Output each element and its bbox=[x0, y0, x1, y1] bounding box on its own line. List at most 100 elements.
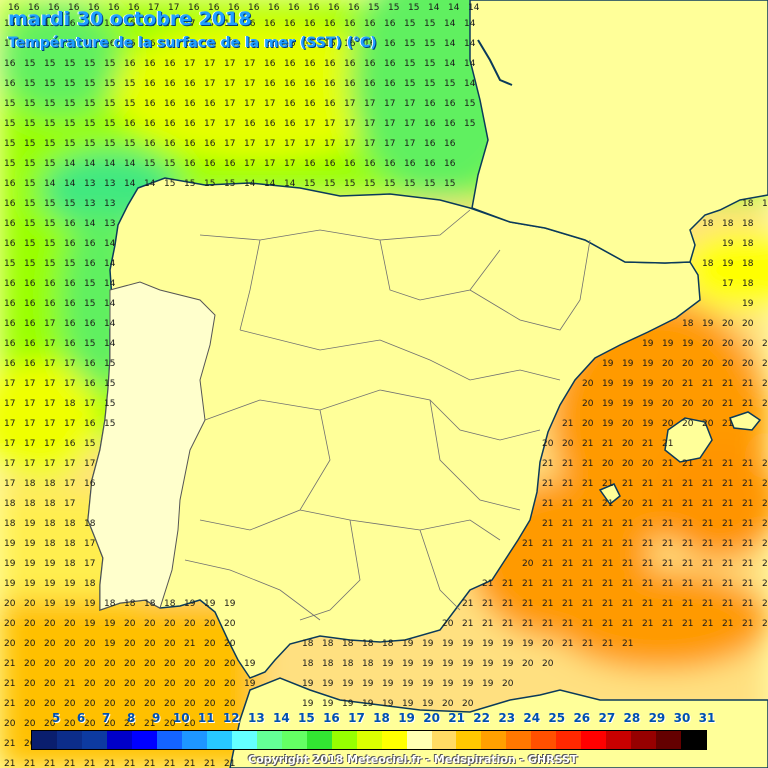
sst-value: 17 bbox=[722, 279, 733, 289]
sst-value: 19 bbox=[322, 679, 334, 689]
sst-value: 15 bbox=[24, 159, 35, 169]
sst-value: 14 bbox=[444, 59, 456, 69]
sst-value: 17 bbox=[344, 139, 355, 149]
sst-value: 19 bbox=[302, 679, 314, 689]
sst-value: 21 bbox=[742, 459, 753, 469]
sst-value: 15 bbox=[24, 19, 35, 29]
legend-label: 26 bbox=[573, 711, 591, 725]
sst-value: 20 bbox=[24, 599, 36, 609]
legend-swatch bbox=[406, 731, 432, 749]
sst-value: 20 bbox=[84, 639, 96, 649]
sst-value: 15 bbox=[24, 39, 35, 49]
sst-value: 21 bbox=[622, 479, 633, 489]
sst-value: 21 bbox=[642, 559, 653, 569]
sst-value: 16 bbox=[48, 3, 60, 13]
legend-label: 14 bbox=[273, 711, 290, 725]
sst-value: 19 bbox=[442, 659, 454, 669]
sst-value: 18 bbox=[342, 659, 354, 669]
sst-value: 19 bbox=[422, 639, 434, 649]
sst-value: 18 bbox=[64, 399, 76, 409]
sst-value: 20 bbox=[702, 339, 714, 349]
sst-value: 21 bbox=[482, 599, 493, 609]
sst-value: 21 bbox=[64, 759, 75, 768]
sst-value: 21 bbox=[722, 419, 733, 429]
sst-value: 16 bbox=[404, 159, 416, 169]
sst-value: 16 bbox=[268, 3, 280, 13]
sst-value: 16 bbox=[264, 39, 276, 49]
legend-label: 19 bbox=[398, 711, 415, 725]
sst-value: 13 bbox=[104, 219, 115, 229]
sst-value: 15 bbox=[44, 239, 55, 249]
sst-value: 15 bbox=[104, 359, 115, 369]
sst-value: 20 bbox=[582, 379, 594, 389]
sst-value: 19 bbox=[502, 659, 514, 669]
sst-value: 15 bbox=[24, 199, 35, 209]
sst-value: 21 bbox=[762, 459, 768, 469]
legend-swatch bbox=[531, 731, 557, 749]
sst-value: 21 bbox=[642, 539, 653, 549]
sst-value: 19 bbox=[24, 559, 36, 569]
sst-value: 15 bbox=[164, 159, 175, 169]
sst-value: 15 bbox=[388, 3, 399, 13]
sst-value: 21 bbox=[702, 539, 713, 549]
sst-value: 20 bbox=[24, 739, 36, 749]
sst-value: 21 bbox=[562, 599, 573, 609]
sst-value: 15 bbox=[64, 199, 75, 209]
sst-value: 20 bbox=[642, 459, 654, 469]
sst-value: 14 bbox=[64, 179, 76, 189]
sst-value: 20 bbox=[224, 639, 236, 649]
sst-value: 16 bbox=[308, 3, 320, 13]
sst-value: 19 bbox=[382, 659, 394, 669]
sst-value: 19 bbox=[24, 519, 36, 529]
sst-value: 21 bbox=[44, 759, 55, 768]
sst-value: 17 bbox=[384, 139, 395, 149]
sst-value: 19 bbox=[602, 359, 614, 369]
sst-value: 19 bbox=[402, 699, 414, 709]
land-france bbox=[469, 0, 768, 264]
sst-value: 16 bbox=[164, 99, 176, 109]
sst-value: 20 bbox=[702, 359, 714, 369]
sst-value: 21 bbox=[642, 479, 653, 489]
sst-value: 21 bbox=[702, 559, 713, 569]
sst-value: 20 bbox=[64, 639, 76, 649]
sst-value: 16 bbox=[424, 99, 436, 109]
sst-value: 20 bbox=[44, 679, 56, 689]
sst-value: 16 bbox=[184, 99, 196, 109]
sst-value: 17 bbox=[84, 559, 95, 569]
sst-value: 18 bbox=[322, 639, 334, 649]
sst-value: 18 bbox=[64, 559, 76, 569]
sst-value: 21 bbox=[602, 559, 613, 569]
sst-value: 19 bbox=[602, 419, 614, 429]
sst-value: 16 bbox=[244, 119, 256, 129]
sst-value: 18 bbox=[44, 479, 56, 489]
sst-value: 18 bbox=[742, 239, 754, 249]
sst-value: 21 bbox=[722, 399, 733, 409]
sst-value: 15 bbox=[304, 179, 315, 189]
sst-value: 20 bbox=[124, 679, 136, 689]
sst-value: 21 bbox=[742, 559, 753, 569]
sst-value: 17 bbox=[44, 459, 55, 469]
sst-value: 16 bbox=[44, 279, 56, 289]
sst-value: 16 bbox=[64, 19, 76, 29]
sst-value: 17 bbox=[284, 159, 295, 169]
sst-value: 16 bbox=[188, 3, 200, 13]
sst-value: 20 bbox=[24, 619, 36, 629]
sst-value: 16 bbox=[124, 119, 136, 129]
sst-value: 15 bbox=[104, 59, 115, 69]
sst-value: 16 bbox=[144, 99, 156, 109]
sst-value: 16 bbox=[4, 19, 16, 29]
sst-value: 21 bbox=[702, 619, 713, 629]
sst-value: 20 bbox=[84, 719, 96, 729]
sst-value: 16 bbox=[4, 79, 16, 89]
sst-value: 17 bbox=[224, 79, 235, 89]
sst-value: 14 bbox=[144, 179, 156, 189]
sst-value: 13 bbox=[104, 179, 115, 189]
sst-value: 15 bbox=[24, 79, 35, 89]
sst-value: 20 bbox=[224, 699, 236, 709]
sst-value: 20 bbox=[44, 639, 56, 649]
sst-value: 21 bbox=[682, 559, 693, 569]
sst-value: 21 bbox=[702, 499, 713, 509]
sst-value: 15 bbox=[44, 259, 55, 269]
sst-value: 16 bbox=[24, 339, 36, 349]
sst-value: 20 bbox=[104, 679, 116, 689]
